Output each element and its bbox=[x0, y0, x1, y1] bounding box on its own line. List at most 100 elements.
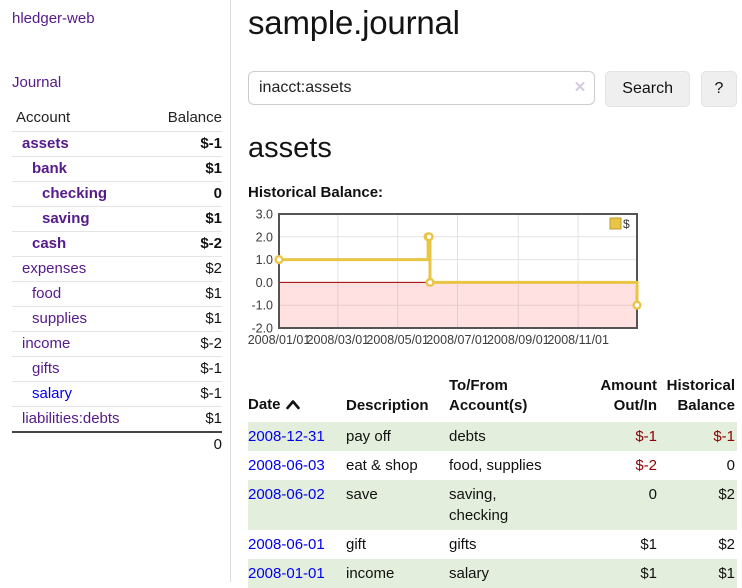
account-heading: assets bbox=[248, 132, 332, 164]
transaction-amount: $1 bbox=[640, 565, 657, 582]
account-link-cash[interactable]: cash bbox=[32, 235, 67, 252]
accounts-table-header: Account Balance bbox=[12, 106, 222, 132]
balance-column-header: Historical Balance bbox=[666, 377, 735, 414]
chart-data-markers bbox=[274, 232, 642, 310]
date-column-header[interactable]: Date bbox=[248, 373, 346, 422]
transaction-description: income bbox=[346, 565, 395, 582]
account-balance: $-1 bbox=[117, 356, 222, 382]
svg-text:2008/05/01: 2008/05/01 bbox=[366, 333, 429, 347]
svg-text:3.0: 3.0 bbox=[256, 208, 273, 222]
clear-search-icon[interactable]: ✕ bbox=[573, 79, 587, 96]
chart-canvas: $ 3.0 2.0 1.0 0.0 -1.0 -2.0 2008/01/012008/03… bbox=[248, 208, 642, 347]
account-balance: $1 bbox=[117, 206, 222, 232]
help-button[interactable]: ? bbox=[701, 71, 737, 107]
accounts-table: Account Balance assets $-1 bank $1 check… bbox=[12, 106, 222, 457]
account-balance: 0 bbox=[117, 181, 222, 207]
transaction-date-link[interactable]: 2008-06-02 bbox=[248, 486, 325, 503]
svg-text:2008/11/01: 2008/11/01 bbox=[547, 333, 609, 347]
register-table: Date Description To/From Account(s) Amou… bbox=[248, 373, 737, 588]
transaction-balance: 0 bbox=[726, 457, 735, 474]
account-row: checking 0 bbox=[12, 181, 222, 207]
transaction-date-link[interactable]: 2008-06-03 bbox=[248, 457, 325, 474]
account-link-supplies[interactable]: supplies bbox=[32, 310, 88, 327]
transaction-balance: $-1 bbox=[713, 428, 735, 445]
transaction-amount: $-1 bbox=[635, 428, 657, 445]
svg-text:$: $ bbox=[623, 217, 630, 231]
account-balance: $1 bbox=[117, 406, 222, 432]
account-column-header: Account bbox=[12, 106, 117, 132]
transaction-accounts: food, supplies bbox=[449, 457, 542, 474]
svg-text:1.0: 1.0 bbox=[256, 253, 273, 267]
transaction-row: 2008-12-31 pay off debts $-1 $-1 bbox=[248, 422, 737, 451]
account-link-food[interactable]: food bbox=[32, 285, 62, 302]
transaction-balance: $2 bbox=[718, 536, 735, 553]
app-title-link[interactable]: hledger-web bbox=[12, 10, 95, 27]
transaction-description: save bbox=[346, 486, 378, 503]
chart-y-axis-labels: 3.0 2.0 1.0 0.0 -1.0 -2.0 bbox=[251, 208, 273, 336]
transaction-accounts: gifts bbox=[449, 536, 477, 553]
search-button[interactable]: Search bbox=[605, 71, 690, 107]
svg-text:2008/03/01: 2008/03/01 bbox=[307, 333, 370, 347]
transaction-balance: $1 bbox=[718, 565, 735, 582]
account-row: income $-2 bbox=[12, 331, 222, 357]
account-row: salary $-1 bbox=[12, 381, 222, 407]
transaction-balance: $2 bbox=[718, 486, 735, 503]
account-link-income[interactable]: income bbox=[22, 335, 71, 352]
chart-negative-region bbox=[280, 282, 636, 327]
account-balance: $2 bbox=[117, 256, 222, 282]
sort-ascending-icon bbox=[285, 396, 300, 416]
account-row: expenses $2 bbox=[12, 256, 222, 282]
sidebar: hledger-web Journal Account Balance asse… bbox=[0, 0, 231, 582]
account-row: assets $-1 bbox=[12, 131, 222, 157]
search-form: ✕ Search ? bbox=[248, 71, 737, 107]
svg-text:2.0: 2.0 bbox=[256, 230, 273, 244]
account-link-assets[interactable]: assets bbox=[22, 135, 69, 152]
account-balance: $-1 bbox=[117, 131, 222, 157]
transaction-date-link[interactable]: 2008-06-01 bbox=[248, 536, 325, 553]
historical-balance-chart: $ 3.0 2.0 1.0 0.0 -1.0 -2.0 2008/01/01 2008/03… bbox=[242, 208, 737, 350]
svg-text:-2.0: -2.0 bbox=[251, 322, 273, 336]
accounts-column-header: To/From Account(s) bbox=[449, 377, 528, 414]
account-link-liabilities-debts[interactable]: liabilities:debts bbox=[22, 410, 120, 427]
svg-text:2008/01/01: 2008/01/01 bbox=[248, 333, 311, 347]
account-balance: $1 bbox=[117, 156, 222, 182]
transaction-row: 2008-06-01 gift gifts $1 $2 bbox=[248, 530, 737, 559]
account-link-gifts[interactable]: gifts bbox=[32, 360, 60, 377]
sidebar-item-journal[interactable]: Journal bbox=[12, 74, 62, 91]
description-column-header: Description bbox=[346, 397, 429, 414]
account-link-bank[interactable]: bank bbox=[32, 160, 68, 177]
balance-column-header: Balance bbox=[117, 106, 222, 132]
svg-text:-1.0: -1.0 bbox=[251, 299, 273, 313]
account-row: food $1 bbox=[12, 281, 222, 307]
chart-border bbox=[278, 213, 638, 329]
account-link-expenses[interactable]: expenses bbox=[22, 260, 87, 277]
transaction-accounts: debts bbox=[449, 428, 486, 445]
main-content: sample.journal ✕ Search ? assets Histori… bbox=[248, 0, 737, 588]
transaction-description: pay off bbox=[346, 428, 391, 445]
accounts-total-row: 0 bbox=[12, 431, 222, 457]
account-row: cash $-2 bbox=[12, 231, 222, 257]
transaction-accounts: saving, checking bbox=[449, 486, 509, 524]
transaction-date-link[interactable]: 2008-01-01 bbox=[248, 565, 325, 582]
account-row: bank $1 bbox=[12, 156, 222, 182]
page-title: sample.journal bbox=[248, 4, 460, 41]
transaction-row: 2008-01-01 income salary $1 $1 bbox=[248, 559, 737, 588]
svg-text:2008/07/01: 2008/07/01 bbox=[426, 333, 489, 347]
transaction-description: gift bbox=[346, 536, 367, 553]
transaction-description: eat & shop bbox=[346, 457, 418, 474]
search-input[interactable] bbox=[248, 71, 596, 105]
svg-text:0.0: 0.0 bbox=[256, 276, 273, 290]
transaction-amount: $1 bbox=[640, 536, 657, 553]
account-row: supplies $1 bbox=[12, 306, 222, 332]
transaction-date-link[interactable]: 2008-12-31 bbox=[248, 428, 325, 445]
account-balance: $1 bbox=[117, 281, 222, 307]
account-link-saving[interactable]: saving bbox=[42, 210, 90, 227]
account-balance: $-2 bbox=[117, 331, 222, 357]
transaction-amount: $-2 bbox=[635, 457, 657, 474]
svg-text:2008/09/01: 2008/09/01 bbox=[487, 333, 550, 347]
account-link-salary[interactable]: salary bbox=[32, 385, 73, 402]
account-row: liabilities:debts $1 bbox=[12, 406, 222, 432]
transaction-row: 2008-06-03 eat & shop food, supplies $-2… bbox=[248, 451, 737, 480]
account-row: gifts $-1 bbox=[12, 356, 222, 382]
account-link-checking[interactable]: checking bbox=[42, 185, 108, 202]
